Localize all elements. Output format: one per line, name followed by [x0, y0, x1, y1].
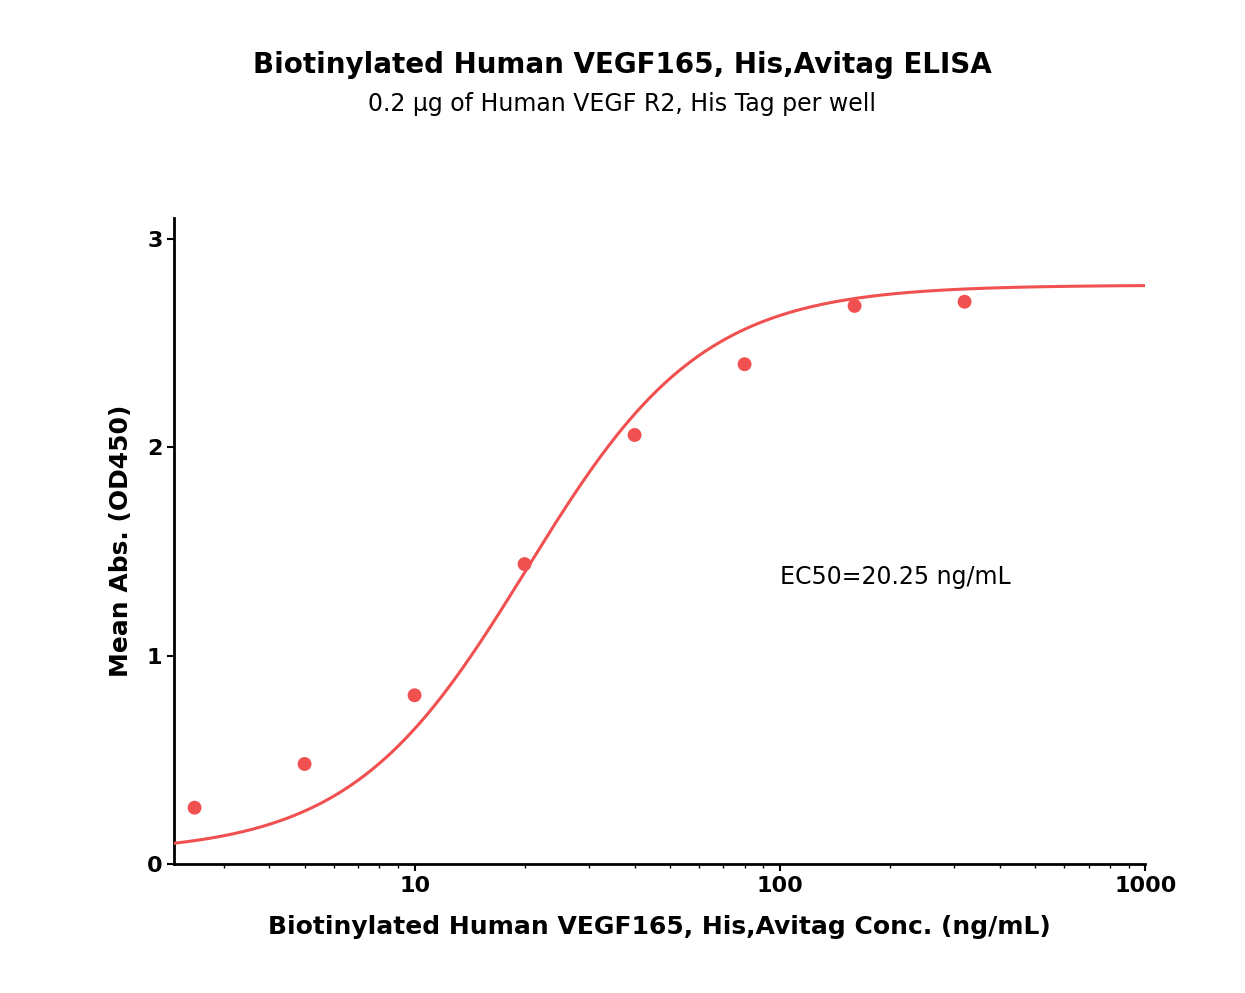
Point: [184, 799, 204, 815]
Text: EC50=20.25 ng/mL: EC50=20.25 ng/mL: [779, 565, 1011, 589]
Point: [625, 427, 645, 443]
Point: [735, 356, 754, 372]
Y-axis label: Mean Abs. (OD450): Mean Abs. (OD450): [110, 405, 133, 677]
Point: [295, 756, 315, 772]
Point: [405, 687, 425, 703]
Text: 0.2 μg of Human VEGF R2, His Tag per well: 0.2 μg of Human VEGF R2, His Tag per wel…: [369, 92, 876, 116]
X-axis label: Biotinylated Human VEGF165, His,Avitag Conc. (ng/mL): Biotinylated Human VEGF165, His,Avitag C…: [269, 916, 1051, 939]
Point: [844, 298, 864, 314]
Point: [955, 294, 975, 310]
Point: [514, 556, 534, 572]
Text: Biotinylated Human VEGF165, His,Avitag ELISA: Biotinylated Human VEGF165, His,Avitag E…: [253, 51, 992, 78]
